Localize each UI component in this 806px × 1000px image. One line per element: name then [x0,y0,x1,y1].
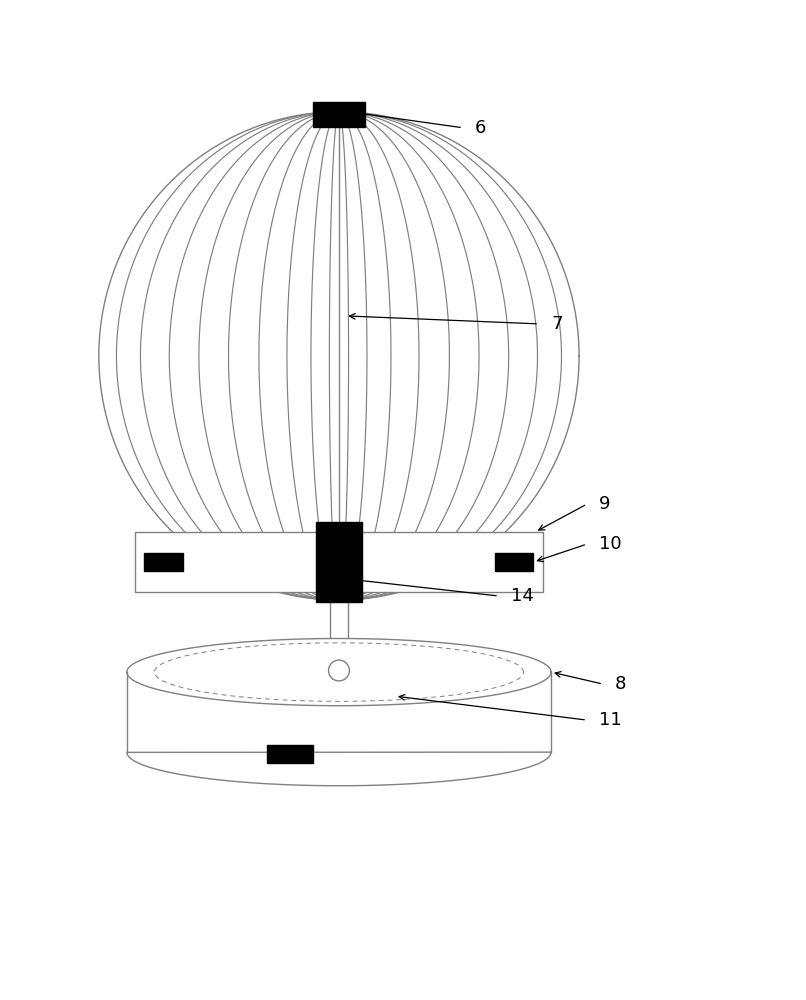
Bar [313,102,365,127]
Bar [495,553,534,571]
Text: 9: 9 [599,495,611,513]
Text: 7: 7 [551,315,563,333]
Bar [267,745,314,763]
Bar [316,522,362,602]
Text: 8: 8 [615,675,626,693]
Bar [144,553,183,571]
Circle shape [329,660,349,681]
Text: 10: 10 [599,535,621,553]
Bar [135,532,543,592]
Text: 11: 11 [599,711,622,729]
Text: 6: 6 [475,119,486,137]
Text: 14: 14 [511,587,534,605]
